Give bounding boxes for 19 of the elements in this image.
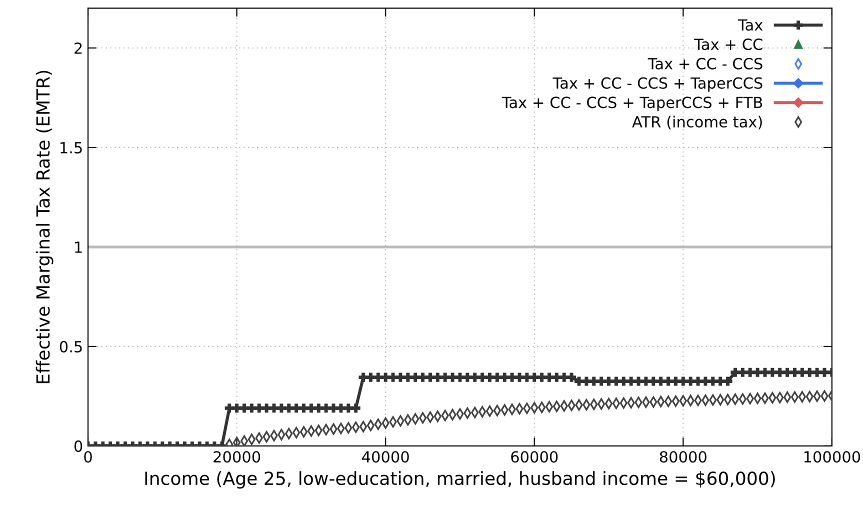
y-axis-title: Effective Marginal Tax Rate (EMTR) xyxy=(36,70,54,384)
x-tick-label: 20000 xyxy=(214,451,260,463)
legend-label: Tax + CC - CCS xyxy=(648,58,762,70)
x-axis-title: Income (Age 25, low-education, married, husband income = $60,000) xyxy=(145,471,775,489)
x-tick-label: 0 xyxy=(84,451,92,463)
y-tick-label: 0.5 xyxy=(60,340,82,352)
legend-label: Tax xyxy=(738,19,763,31)
x-tick-label: 100000 xyxy=(804,451,860,463)
x-tick-label: 60000 xyxy=(511,451,558,463)
legend-label: ATR (income tax) xyxy=(632,116,762,130)
x-tick-label: 40000 xyxy=(362,451,409,463)
y-tick-label: 0 xyxy=(74,440,82,452)
y-tick-label: 1 xyxy=(75,242,82,253)
legend-label: Tax + CC - CCS + TaperCCS + FTB xyxy=(502,96,762,112)
x-tick-label: 80000 xyxy=(660,451,706,463)
y-tick-label: 1.5 xyxy=(60,142,82,154)
legend-label: Tax + CC - CCS + TaperCCS xyxy=(552,77,762,92)
y-tick-label: 2 xyxy=(74,42,82,54)
legend-label: Tax + CC xyxy=(694,38,762,50)
